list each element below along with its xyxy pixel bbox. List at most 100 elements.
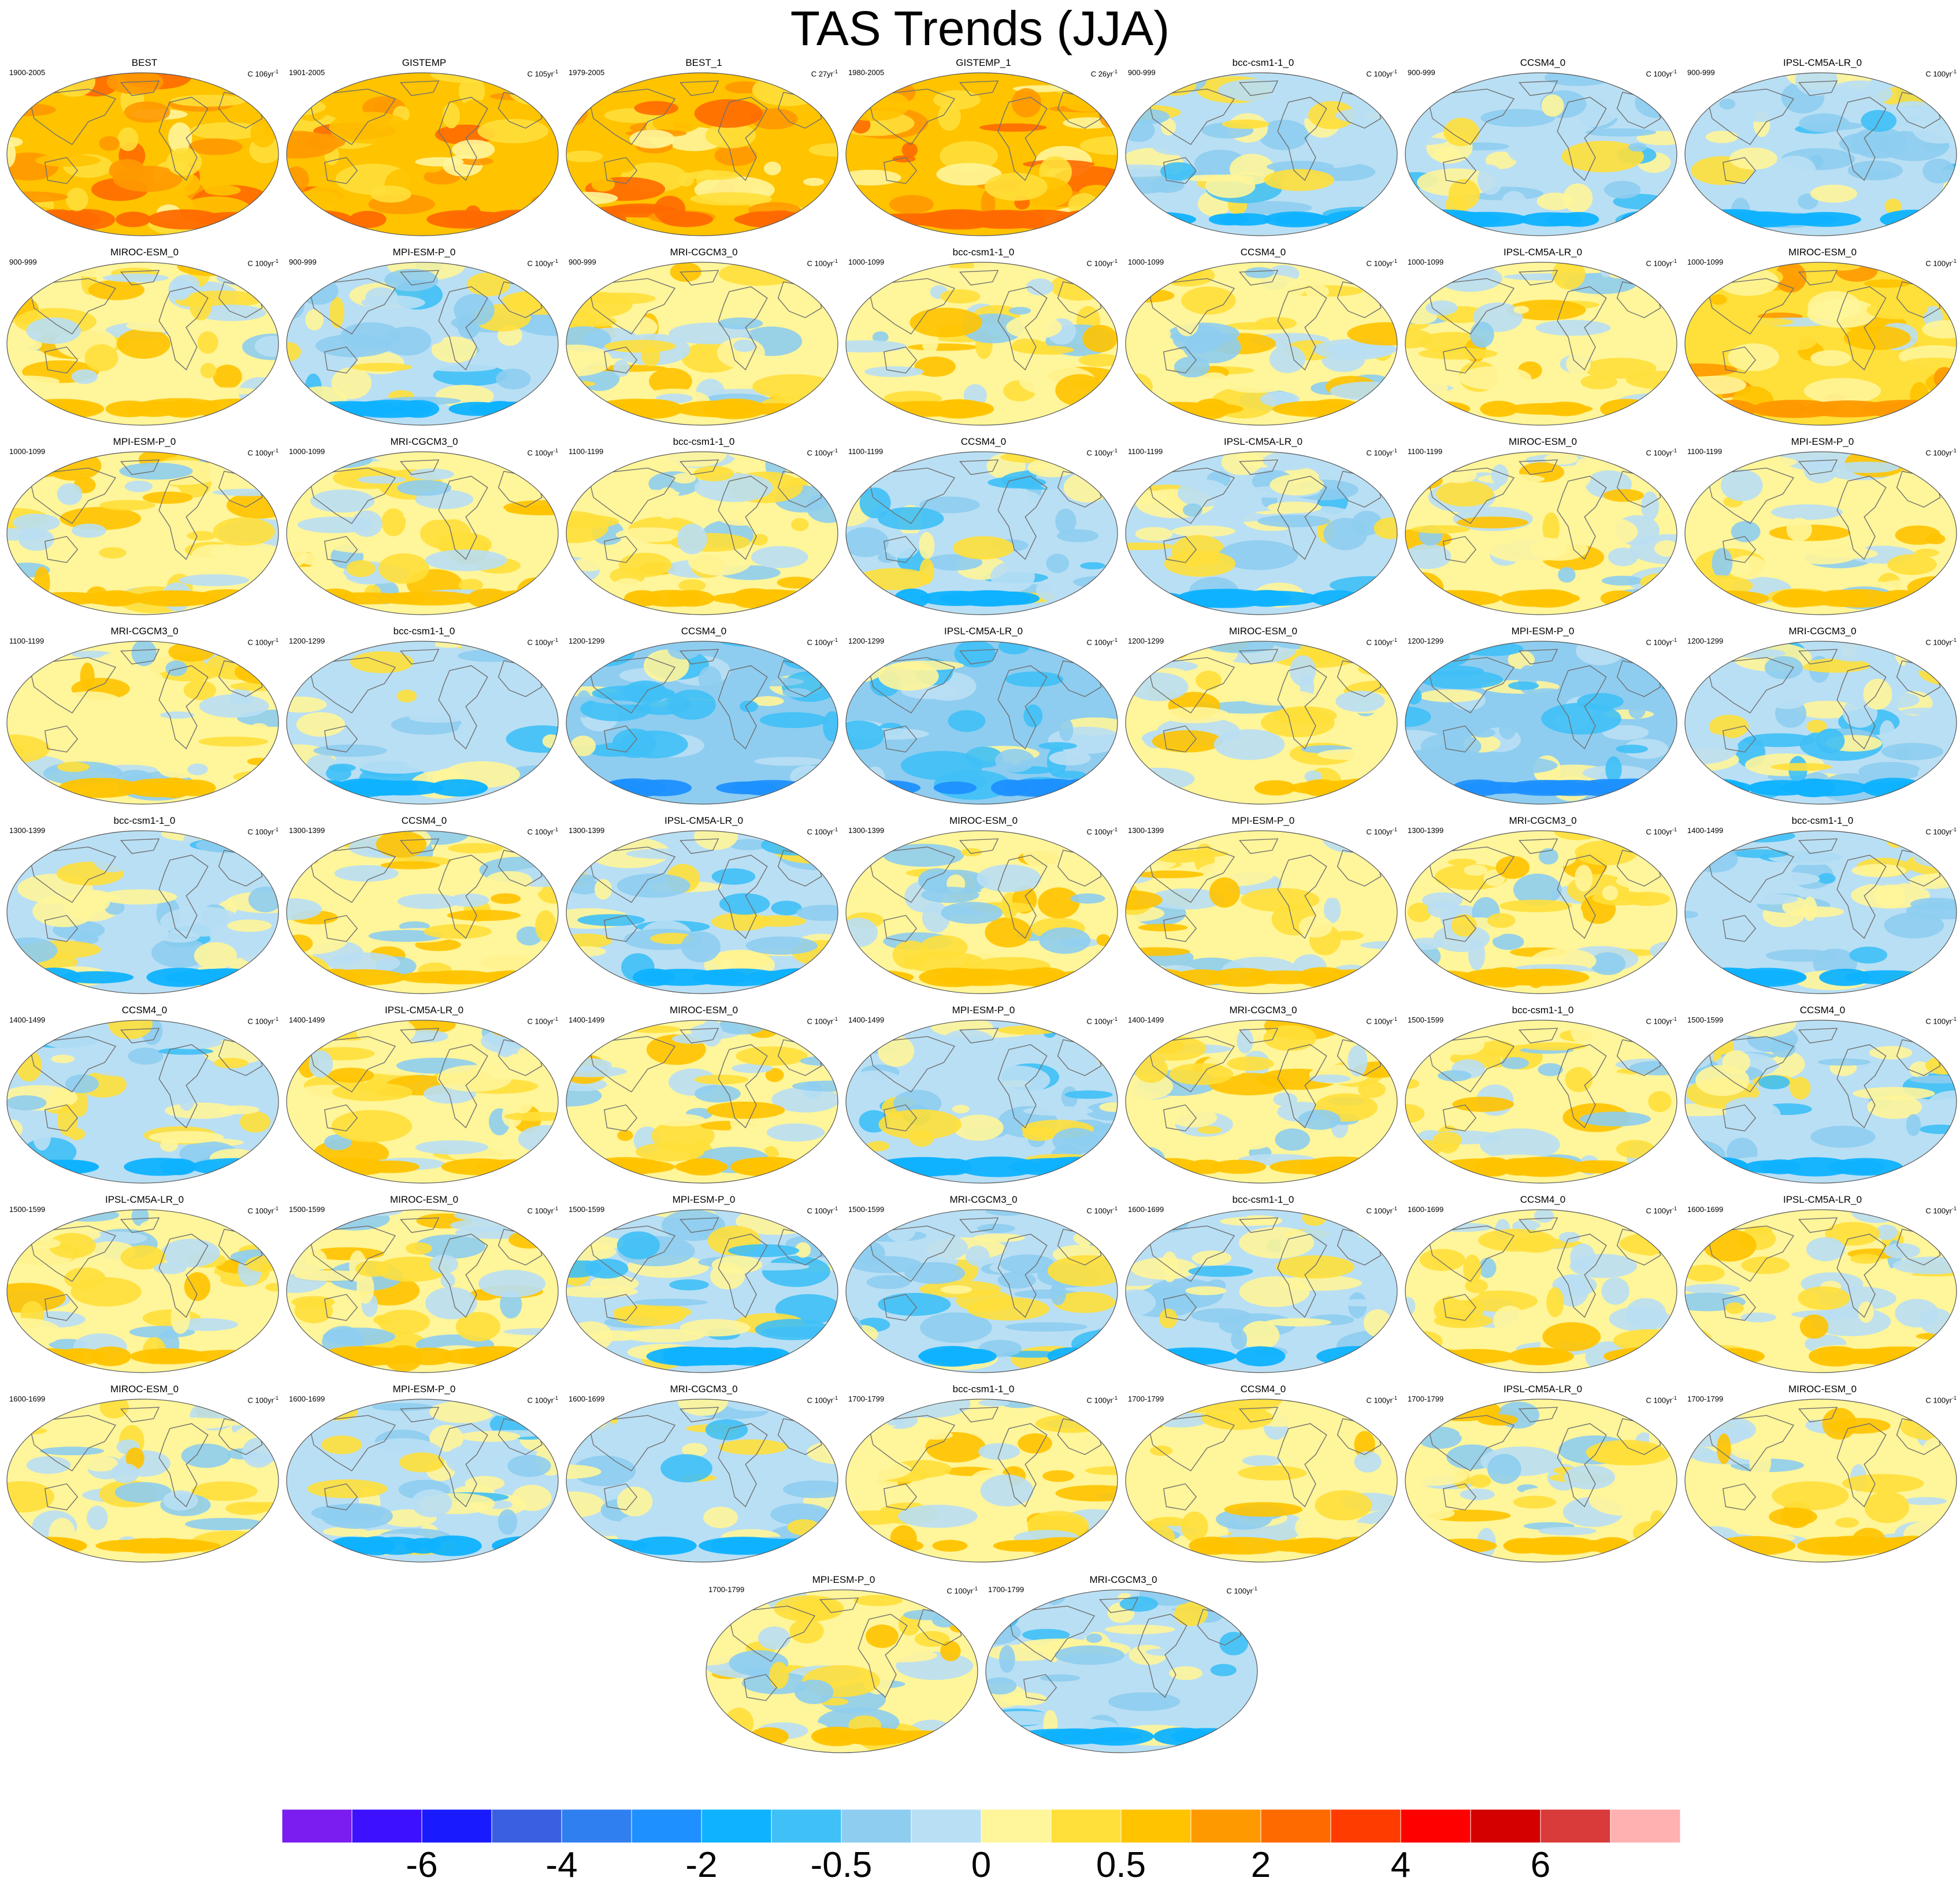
panel-period: 1000-1099	[289, 447, 325, 456]
map-panel: CCSM4_0 1400-1499 C 100yr-1	[5, 1004, 284, 1188]
colorbar-swatch	[1330, 1809, 1401, 1843]
map-plot	[566, 1209, 838, 1373]
panel-period: 1500-1599	[1408, 1016, 1444, 1024]
colorbar-tick-label: -0.5	[810, 1845, 873, 1885]
colorbar-swatch	[1050, 1809, 1122, 1843]
panel-period: 900-999	[289, 258, 317, 266]
map-plot	[566, 830, 838, 994]
panel-title: MPI-ESM-P_0	[1231, 815, 1295, 826]
colorbar-swatch	[421, 1809, 492, 1843]
panel-period: 1200-1299	[289, 637, 325, 645]
map-panel: MRI-CGCM3_0 1700-1799 C 100yr-1	[983, 1574, 1263, 1757]
panel-period: 900-999	[1687, 68, 1715, 77]
map-plot	[1405, 1399, 1677, 1563]
panel-period: 1400-1499	[9, 1016, 46, 1024]
map-plot	[566, 1020, 838, 1184]
panel-period: 1980-2005	[848, 68, 885, 77]
panel-title: IPSL-CM5A-LR_0	[1503, 1384, 1583, 1395]
map-panel: MPI-ESM-P_0 900-999 C 100yr-1	[284, 246, 564, 430]
panel-title: MPI-ESM-P_0	[113, 436, 176, 447]
map-plot	[6, 830, 279, 994]
panel-units: C 100yr-1	[807, 258, 838, 268]
panel-title: CCSM4_0	[121, 1005, 168, 1016]
panel-period: 1000-1099	[9, 447, 46, 456]
panel-period: 1700-1799	[848, 1395, 885, 1403]
panel-period: 1700-1799	[1408, 1395, 1444, 1403]
map-panel: MIROC-ESM_0 1300-1399 C 100yr-1	[844, 815, 1123, 998]
map-plot	[706, 1589, 978, 1753]
panel-period: 1000-1099	[1687, 258, 1724, 266]
map-panel: IPSL-CM5A-LR_0 1600-1699 C 100yr-1	[1683, 1194, 1960, 1377]
colorbar-tick-label: 6	[1530, 1845, 1551, 1885]
map-plot	[566, 451, 838, 615]
panel-period: 1600-1699	[569, 1395, 605, 1403]
panel-units: C 100yr-1	[807, 637, 838, 647]
map-plot	[845, 1399, 1118, 1563]
panel-units: C 100yr-1	[1646, 827, 1677, 836]
panel-units: C 100yr-1	[247, 637, 279, 647]
map-panel: IPSL-CM5A-LR_0 1300-1399 C 100yr-1	[564, 815, 844, 998]
panel-title: MPI-ESM-P_0	[672, 1194, 736, 1205]
panel-period: 1979-2005	[569, 68, 605, 77]
colorbar-swatch	[701, 1809, 772, 1843]
panel-title: bcc-csm1-1_0	[393, 626, 455, 637]
map-panel: BEST_1 1979-2005 C 27yr-1	[564, 57, 844, 240]
panel-period: 1300-1399	[289, 826, 325, 835]
map-plot	[286, 830, 559, 994]
map-panel: bcc-csm1-1_0 1700-1799 C 100yr-1	[844, 1383, 1123, 1567]
panel-units: C 100yr-1	[807, 1016, 838, 1026]
map-plot	[566, 1399, 838, 1563]
map-panel: MPI-ESM-P_0 1600-1699 C 100yr-1	[284, 1383, 564, 1567]
panel-title: bcc-csm1-1_0	[113, 815, 176, 826]
map-plot	[6, 451, 279, 615]
map-plot	[286, 72, 559, 236]
map-plot	[566, 262, 838, 426]
map-plot	[1405, 1209, 1677, 1373]
map-plot	[845, 1209, 1118, 1373]
colorbar-swatch	[841, 1809, 912, 1843]
map-plot	[845, 72, 1118, 236]
map-panel: IPSL-CM5A-LR_0 1400-1499 C 100yr-1	[284, 1004, 564, 1188]
panel-units: C 100yr-1	[1366, 258, 1397, 268]
panel-title: MIROC-ESM_0	[949, 815, 1018, 826]
panel-units: C 100yr-1	[527, 1395, 558, 1405]
panel-units: C 100yr-1	[247, 258, 279, 268]
map-panel: IPSL-CM5A-LR_0 1200-1299 C 100yr-1	[844, 625, 1123, 809]
panel-units: C 106yr-1	[247, 69, 279, 79]
panel-title: MIROC-ESM_0	[110, 247, 179, 258]
panel-units: C 100yr-1	[247, 1395, 279, 1405]
map-panel: IPSL-CM5A-LR_0 900-999 C 100yr-1	[1683, 57, 1960, 240]
map-panel: BEST 1900-2005 C 106yr-1	[5, 57, 284, 240]
panel-units: C 100yr-1	[1366, 69, 1397, 79]
panel-units: C 105yr-1	[527, 69, 558, 79]
panel-period: 1500-1599	[1687, 1016, 1724, 1024]
panel-period: 1300-1399	[1128, 826, 1164, 835]
map-plot	[6, 262, 279, 426]
colorbar-tick-label: 0	[971, 1845, 992, 1885]
map-plot	[1405, 72, 1677, 236]
panel-title: IPSL-CM5A-LR_0	[664, 815, 744, 826]
map-plot	[1405, 830, 1677, 994]
map-panel: bcc-csm1-1_0 1500-1599 C 100yr-1	[1403, 1004, 1683, 1188]
map-panel: MIROC-ESM_0 1100-1199 C 100yr-1	[1403, 436, 1683, 619]
panel-units: C 100yr-1	[527, 827, 558, 836]
panel-period: 1300-1399	[569, 826, 605, 835]
panel-units: C 100yr-1	[247, 827, 279, 836]
panel-units: C 100yr-1	[946, 1586, 978, 1596]
map-plot	[1684, 1020, 1957, 1184]
panel-period: 1100-1199	[569, 447, 604, 456]
map-panel: GISTEMP_1 1980-2005 C 26yr-1	[844, 57, 1123, 240]
panel-units: C 100yr-1	[1925, 1016, 1957, 1026]
panel-title: bcc-csm1-1_0	[1232, 1194, 1294, 1205]
map-plot	[286, 1399, 559, 1563]
map-plot	[6, 72, 279, 236]
panel-units: C 100yr-1	[807, 827, 838, 836]
map-panel: MRI-CGCM3_0 1300-1399 C 100yr-1	[1403, 815, 1683, 998]
map-plot	[1405, 641, 1677, 805]
panel-period: 1500-1599	[289, 1205, 325, 1214]
colorbar-tick-label: -6	[406, 1845, 438, 1885]
panel-units: C 100yr-1	[1646, 448, 1677, 458]
panel-period: 1600-1699	[289, 1395, 325, 1403]
map-plot	[566, 72, 838, 236]
map-panel: MRI-CGCM3_0 1100-1199 C 100yr-1	[5, 625, 284, 809]
